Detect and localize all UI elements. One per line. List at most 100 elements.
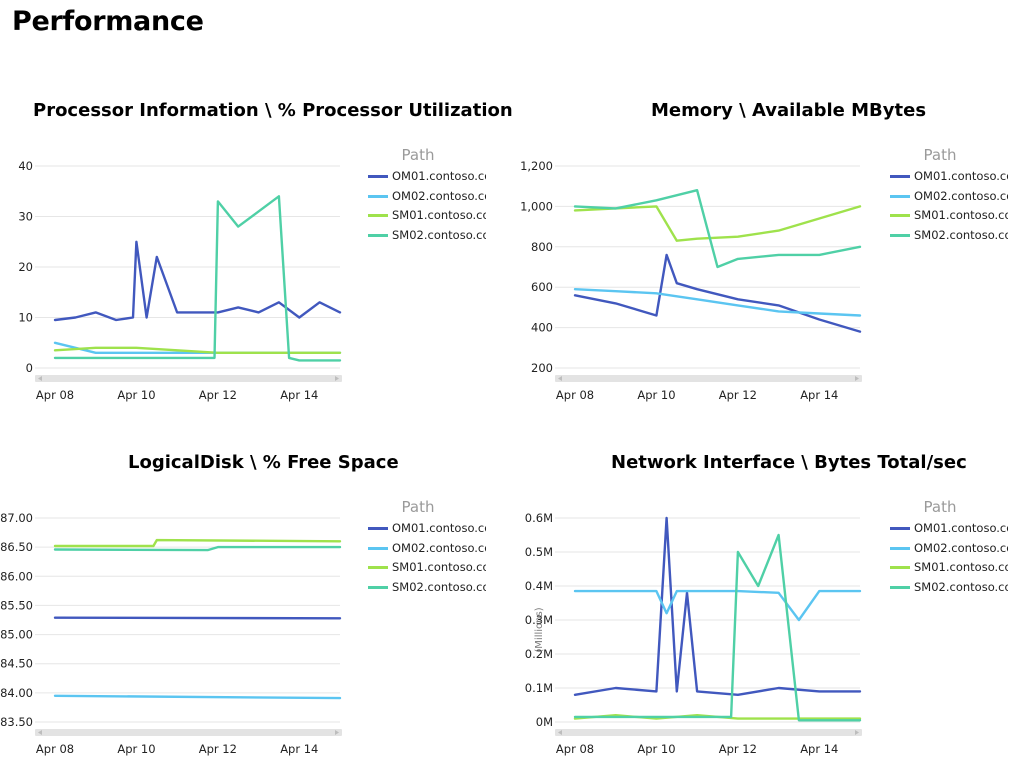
series-line-om01 — [53, 240, 342, 322]
legend-swatch — [890, 175, 910, 179]
legend-item-sm02[interactable]: SM02.contoso.com — [368, 226, 486, 246]
slider-left-arrow-icon — [558, 730, 562, 735]
legend-label: SM01.contoso.com — [914, 208, 1008, 222]
series-line-sm02 — [53, 195, 342, 362]
chart-network: 0.6M 0.5M 0.4M 0.3M 0.2M 0.1M 0M (Millions) Apr … — [525, 511, 862, 756]
legend-swatch — [890, 527, 910, 531]
x-tick-label: Apr 14 — [800, 388, 838, 402]
legend-item-om02[interactable]: OM02.contoso.com — [368, 187, 486, 207]
legend-item-om02[interactable]: OM02.contoso.com — [890, 539, 1008, 559]
legend-item-sm01[interactable]: SM01.contoso.com — [890, 206, 1008, 226]
x-tick-label: Apr 08 — [36, 742, 74, 756]
x-tick-label: Apr 14 — [280, 388, 318, 402]
legend-title: Path — [923, 498, 957, 516]
legend-label: OM02.contoso.com — [914, 540, 1008, 555]
legend-item-om01[interactable]: OM01.contoso.com — [890, 167, 1008, 187]
chart-title-memory: Memory \ Available MBytes — [651, 100, 927, 121]
legend-swatch — [368, 566, 388, 570]
series-line-sm01 — [53, 346, 342, 355]
y-tick-label: 40 — [18, 159, 33, 173]
legend-processor: Path OM01.contoso.com OM02.contoso.com S… — [368, 146, 486, 245]
y-tick-label: 85.50 — [0, 598, 33, 612]
legend-swatch — [368, 175, 388, 179]
series-line-sm02 — [573, 189, 862, 269]
x-tick-label: Apr 10 — [117, 388, 155, 402]
legend-label: SM01.contoso.com — [914, 560, 1008, 574]
y-tick-label: 200 — [531, 361, 553, 375]
legend-item-sm02[interactable]: SM02.contoso.com — [368, 578, 486, 598]
x-tick-label: Apr 12 — [199, 742, 237, 756]
y-tick-label: 0M — [536, 715, 553, 729]
slider-left-arrow-icon — [38, 730, 42, 735]
slider-left-arrow-icon — [558, 376, 562, 381]
legend-label: OM01.contoso.com — [914, 521, 1008, 535]
y-axis-label: (Millions) — [534, 607, 545, 652]
legend-swatch — [368, 233, 388, 237]
legend-label: SM02.contoso.com — [914, 227, 1008, 242]
legend-item-sm01[interactable]: SM01.contoso.com — [368, 558, 486, 578]
y-tick-label: 84.00 — [0, 686, 33, 700]
x-tick-label: Apr 12 — [719, 388, 757, 402]
series-line-om02 — [573, 589, 862, 622]
range-slider-track[interactable] — [35, 729, 342, 736]
x-tick-label: Apr 10 — [117, 742, 155, 756]
legend-swatch — [890, 546, 910, 550]
legend-label: SM02.contoso.com — [392, 579, 486, 594]
x-tick-label: Apr 08 — [556, 742, 594, 756]
legend-swatch — [890, 214, 910, 218]
series-line-om02 — [573, 287, 862, 317]
legend-label: OM01.contoso.com — [392, 521, 486, 535]
y-tick-label: 0.5M — [525, 545, 553, 559]
x-tick-label: Apr 10 — [637, 742, 675, 756]
y-tick-label: 0.2M — [525, 647, 553, 661]
y-tick-label: 1,200 — [520, 159, 553, 173]
y-tick-label: 0.6M — [525, 511, 553, 525]
chart-title-disk: LogicalDisk \ % Free Space — [128, 452, 399, 473]
legend-item-om02[interactable]: OM02.contoso.com — [890, 187, 1008, 207]
legend-item-sm02[interactable]: SM02.contoso.com — [890, 578, 1008, 598]
range-slider-track[interactable] — [555, 375, 862, 382]
legend-swatch — [890, 585, 910, 589]
slider-right-arrow-icon — [855, 376, 859, 381]
legend-swatch — [890, 566, 910, 570]
legend-item-om01[interactable]: OM01.contoso.com — [890, 519, 1008, 539]
y-tick-label: 85.00 — [0, 628, 33, 642]
legend-swatch — [368, 194, 388, 198]
y-tick-label: 20 — [18, 260, 33, 274]
legend-item-sm01[interactable]: SM01.contoso.com — [368, 206, 486, 226]
series-line-om01 — [573, 516, 862, 697]
chart-title-processor: Processor Information \ % Processor Util… — [33, 100, 513, 121]
series-line-om02 — [53, 694, 342, 700]
legend-item-sm01[interactable]: SM01.contoso.com — [890, 558, 1008, 578]
legend-label: OM01.contoso.com — [914, 169, 1008, 183]
x-tick-label: Apr 12 — [199, 388, 237, 402]
legend-swatch — [368, 546, 388, 550]
legend-item-om02[interactable]: OM02.contoso.com — [368, 539, 486, 559]
legend-title: Path — [401, 146, 435, 164]
chart-title-network: Network Interface \ Bytes Total/sec — [611, 452, 967, 473]
legend-memory: Path OM01.contoso.com OM02.contoso.com S… — [890, 146, 1008, 245]
y-tick-label: 600 — [531, 280, 553, 294]
y-tick-label: 800 — [531, 240, 553, 254]
range-slider-track[interactable] — [555, 729, 862, 736]
y-tick-label: 87.00 — [0, 511, 33, 525]
legend-label: SM01.contoso.com — [392, 208, 486, 222]
range-slider-track[interactable] — [35, 375, 342, 382]
x-tick-label: Apr 14 — [800, 742, 838, 756]
legend-disk: Path OM01.contoso.com OM02.contoso.com S… — [368, 498, 486, 597]
y-tick-label: 400 — [531, 321, 553, 335]
y-tick-label: 84.50 — [0, 657, 33, 671]
y-tick-label: 86.00 — [0, 569, 33, 583]
legend-label: SM02.contoso.com — [392, 227, 486, 242]
legend-item-om01[interactable]: OM01.contoso.com — [368, 519, 486, 539]
legend-swatch — [368, 585, 388, 589]
y-tick-label: 0.4M — [525, 579, 553, 593]
slider-left-arrow-icon — [38, 376, 42, 381]
legend-item-sm02[interactable]: SM02.contoso.com — [890, 226, 1008, 246]
legend-item-om01[interactable]: OM01.contoso.com — [368, 167, 486, 187]
series-line-sm02 — [53, 545, 342, 552]
series-line-sm01 — [573, 205, 862, 242]
legend-title: Path — [923, 146, 957, 164]
slider-right-arrow-icon — [335, 376, 339, 381]
